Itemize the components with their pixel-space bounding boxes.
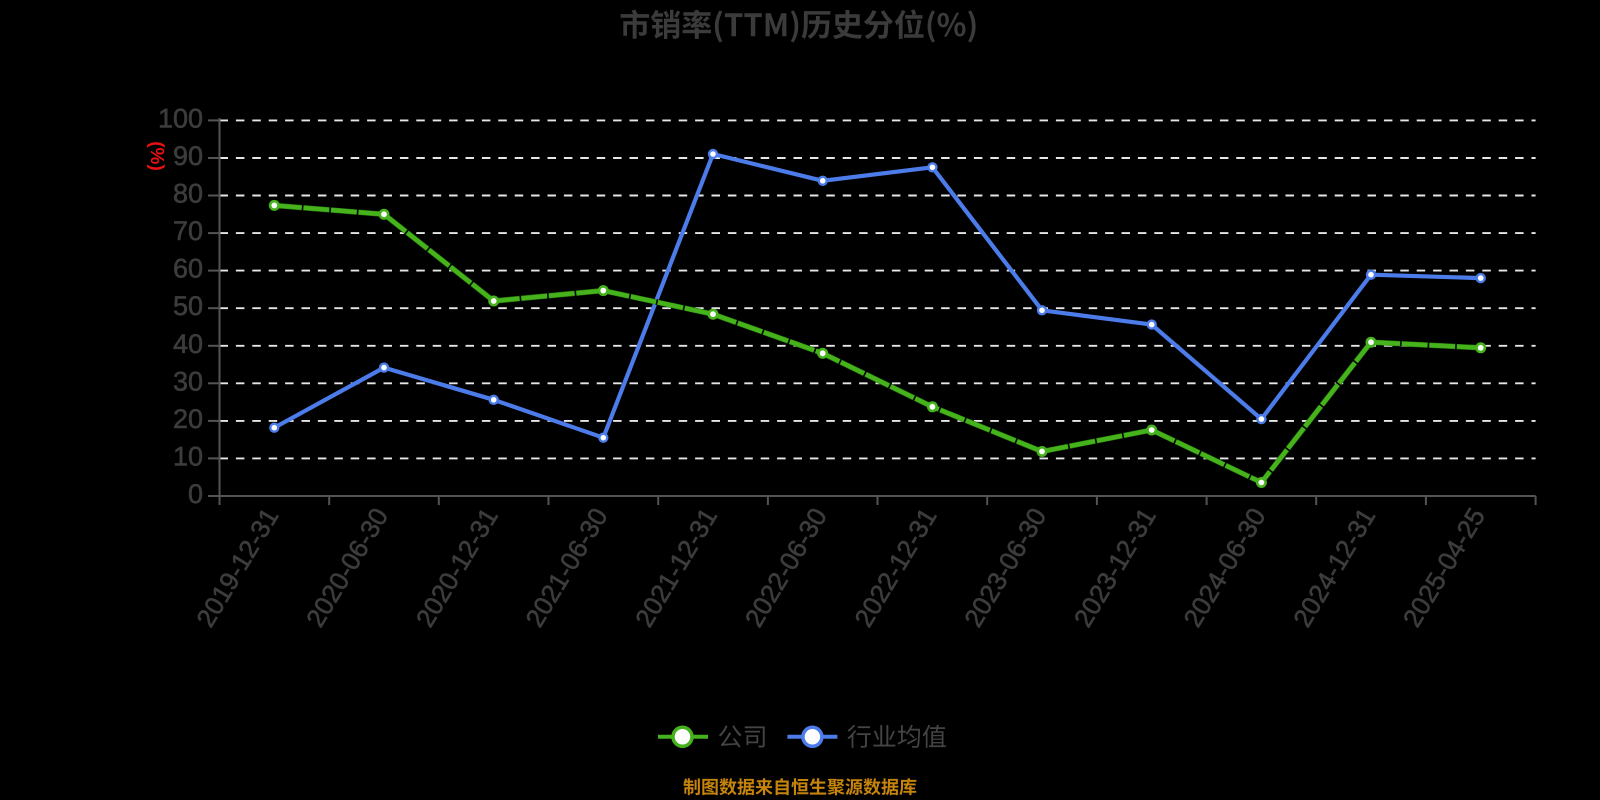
svg-text:60: 60 (173, 254, 203, 284)
svg-text:10: 10 (173, 441, 203, 471)
svg-text:50: 50 (173, 291, 203, 321)
svg-text:0: 0 (188, 479, 203, 509)
svg-text:40: 40 (173, 329, 203, 359)
svg-text:30: 30 (173, 366, 203, 396)
svg-text:70: 70 (173, 216, 203, 246)
svg-text:(%): (%) (146, 141, 167, 171)
svg-text:100: 100 (158, 103, 203, 133)
svg-text:80: 80 (173, 179, 203, 209)
svg-text:90: 90 (173, 141, 203, 171)
svg-text:20: 20 (173, 404, 203, 434)
